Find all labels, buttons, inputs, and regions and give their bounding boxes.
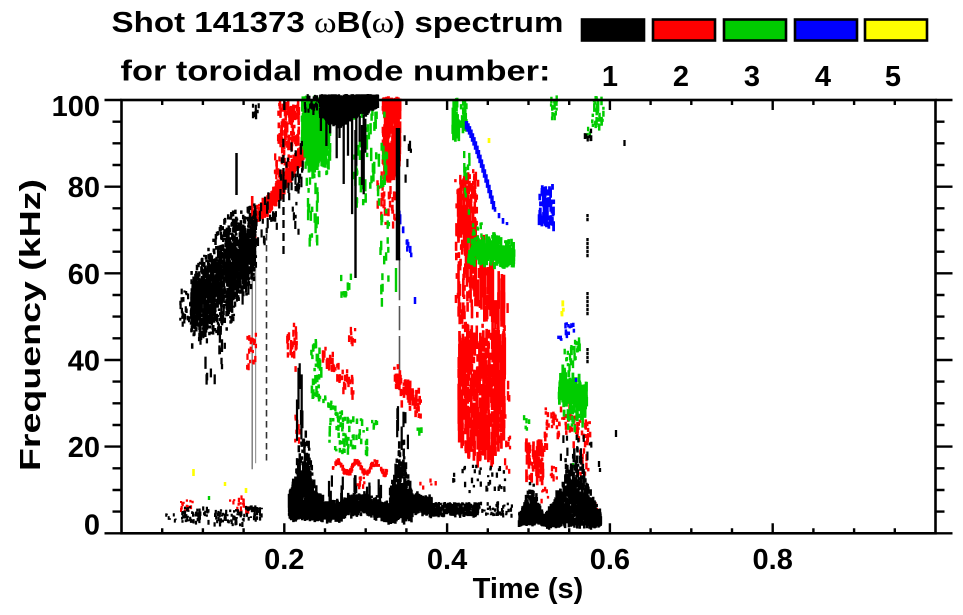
svg-text:0.4: 0.4	[427, 544, 467, 576]
svg-text:0.6: 0.6	[590, 544, 630, 576]
svg-text:60: 60	[68, 259, 100, 291]
svg-text:2: 2	[673, 61, 689, 93]
svg-text:20: 20	[68, 432, 100, 464]
svg-text:Shot 141373 ωB(ω) spectrum: Shot 141373 ωB(ω) spectrum	[112, 6, 564, 39]
svg-text:1: 1	[602, 61, 618, 93]
svg-text:80: 80	[68, 172, 100, 204]
svg-text:4: 4	[815, 61, 831, 93]
svg-text:0: 0	[84, 510, 100, 542]
svg-text:for toroidal mode number:: for toroidal mode number:	[121, 56, 551, 88]
svg-text:0.2: 0.2	[264, 544, 304, 576]
svg-text:5: 5	[885, 61, 901, 93]
svg-text:0.8: 0.8	[753, 544, 793, 576]
svg-text:3: 3	[744, 61, 760, 93]
svg-text:40: 40	[68, 346, 100, 378]
svg-text:Time (s): Time (s)	[473, 573, 584, 605]
svg-text:100: 100	[52, 91, 100, 123]
svg-text:Frequency (kHz): Frequency (kHz)	[15, 179, 47, 471]
